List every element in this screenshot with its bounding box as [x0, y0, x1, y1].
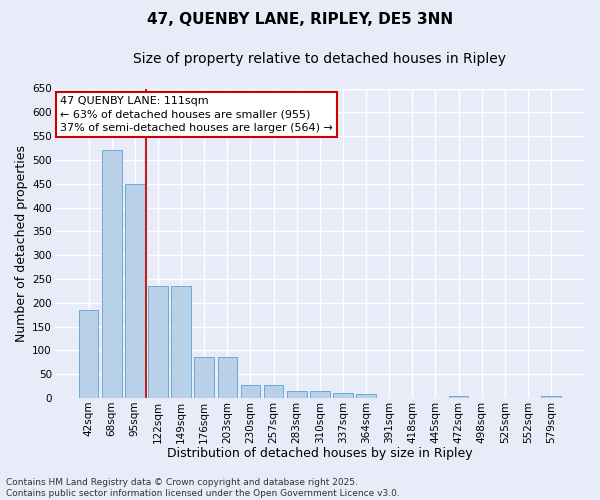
Text: Contains HM Land Registry data © Crown copyright and database right 2025.
Contai: Contains HM Land Registry data © Crown c…: [6, 478, 400, 498]
Bar: [541, 396, 561, 398]
Bar: [194, 358, 214, 398]
Title: Size of property relative to detached houses in Ripley: Size of property relative to detached ho…: [133, 52, 506, 66]
Bar: [125, 184, 145, 398]
Bar: [241, 384, 260, 398]
Bar: [264, 384, 283, 398]
Bar: [310, 391, 329, 398]
Bar: [102, 150, 122, 398]
Bar: [171, 286, 191, 398]
Bar: [148, 286, 168, 398]
Bar: [218, 358, 237, 398]
Bar: [356, 394, 376, 398]
Bar: [79, 310, 98, 398]
X-axis label: Distribution of detached houses by size in Ripley: Distribution of detached houses by size …: [167, 447, 473, 460]
Y-axis label: Number of detached properties: Number of detached properties: [15, 144, 28, 342]
Text: 47 QUENBY LANE: 111sqm
← 63% of detached houses are smaller (955)
37% of semi-de: 47 QUENBY LANE: 111sqm ← 63% of detached…: [60, 96, 333, 132]
Bar: [449, 396, 469, 398]
Bar: [287, 391, 307, 398]
Text: 47, QUENBY LANE, RIPLEY, DE5 3NN: 47, QUENBY LANE, RIPLEY, DE5 3NN: [147, 12, 453, 28]
Bar: [333, 393, 353, 398]
